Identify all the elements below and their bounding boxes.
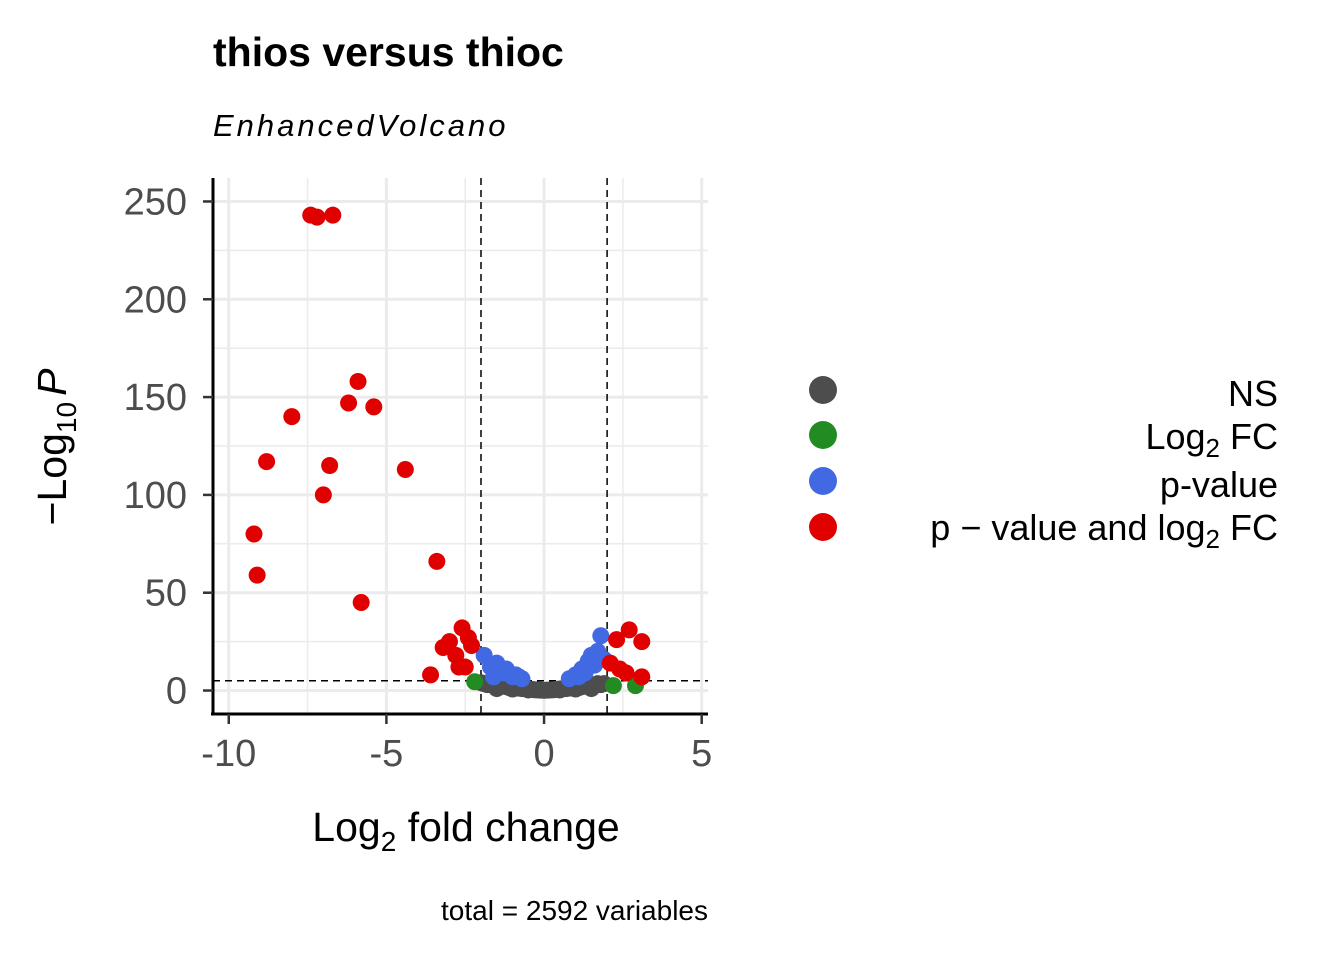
grid: [213, 178, 708, 714]
y-axis-label-main: −Log: [29, 433, 75, 525]
point-series-3: [245, 525, 263, 543]
x-axis-label: Log2 fold change: [312, 804, 619, 857]
x-tick-label: -5: [370, 733, 404, 775]
x-tick-label: -10: [201, 733, 256, 775]
point-series-3: [308, 208, 326, 226]
y-axis-label-var: P: [29, 368, 75, 396]
y-tick-label: 100: [124, 475, 187, 517]
y-tick-label: 200: [124, 279, 187, 321]
x-axis-label-sub: 2: [381, 826, 397, 857]
point-series-3: [349, 372, 367, 390]
point-series-3: [340, 394, 358, 412]
x-tick-label: 0: [533, 733, 554, 775]
point-series-3: [324, 206, 342, 224]
point-series-2: [510, 668, 528, 686]
legend-label-both-main: p − value and log: [930, 507, 1205, 548]
point-series-3: [248, 566, 266, 584]
y-tick-label: 150: [124, 377, 187, 419]
legend-label-ns: NS: [1228, 373, 1278, 414]
point-series-0: [551, 681, 569, 699]
point-series-3: [428, 552, 446, 570]
point-series-3: [314, 486, 332, 504]
point-series-3: [258, 453, 276, 471]
x-axis-label-main: Log: [312, 804, 380, 850]
y-tick-label: 0: [166, 671, 187, 713]
legend-label-both: p − value and log2 FC: [930, 507, 1278, 554]
chart-subtitle: EnhancedVolcano: [213, 108, 509, 143]
point-series-2: [592, 627, 610, 645]
point-series-3: [633, 633, 651, 651]
y-axis-label-sub: 10: [51, 402, 82, 433]
point-series-1: [466, 673, 484, 691]
point-series-3: [365, 398, 383, 416]
chart-caption: total = 2592 variables: [441, 895, 708, 926]
legend-key-both: [809, 513, 837, 541]
point-series-3: [456, 658, 474, 676]
point-series-3: [463, 637, 481, 655]
point-series-3: [608, 631, 626, 649]
point-series-1: [604, 677, 622, 695]
point-series-3: [434, 638, 452, 656]
y-axis-label: −Log10 P: [29, 368, 82, 526]
x-tick-label: 5: [691, 733, 712, 775]
legend-label-log2fc-sub: 2: [1206, 433, 1220, 463]
point-series-3: [283, 408, 301, 426]
point-series-2: [560, 670, 578, 688]
point-series-3: [633, 668, 651, 686]
legend: NS Log2 FC p-value p − value and log2 FC: [809, 373, 1278, 554]
y-tick-label: 50: [145, 573, 187, 615]
point-series-3: [422, 666, 440, 684]
legend-label-log2fc-main: Log: [1145, 416, 1205, 457]
legend-label-log2fc: Log2 FC: [1145, 416, 1278, 463]
legend-label-both-sub: 2: [1206, 524, 1220, 554]
point-series-3: [396, 460, 414, 478]
legend-key-pvalue: [809, 467, 837, 495]
y-tick-label: 250: [124, 181, 187, 223]
point-series-2: [491, 662, 509, 680]
point-series-3: [321, 457, 339, 475]
legend-label-pvalue: p-value: [1160, 464, 1278, 505]
point-series-3: [352, 593, 370, 611]
chart-title: thios versus thioc: [213, 29, 564, 75]
legend-label-log2fc-rest: FC: [1220, 416, 1278, 457]
legend-label-both-rest: FC: [1220, 507, 1278, 548]
legend-key-ns: [809, 376, 837, 404]
x-axis-label-rest: fold change: [396, 804, 619, 850]
data-points: [245, 206, 651, 699]
point-series-3: [611, 660, 629, 678]
point-series-3: [620, 621, 638, 639]
point-series-0: [582, 680, 600, 698]
legend-key-log2fc: [809, 421, 837, 449]
